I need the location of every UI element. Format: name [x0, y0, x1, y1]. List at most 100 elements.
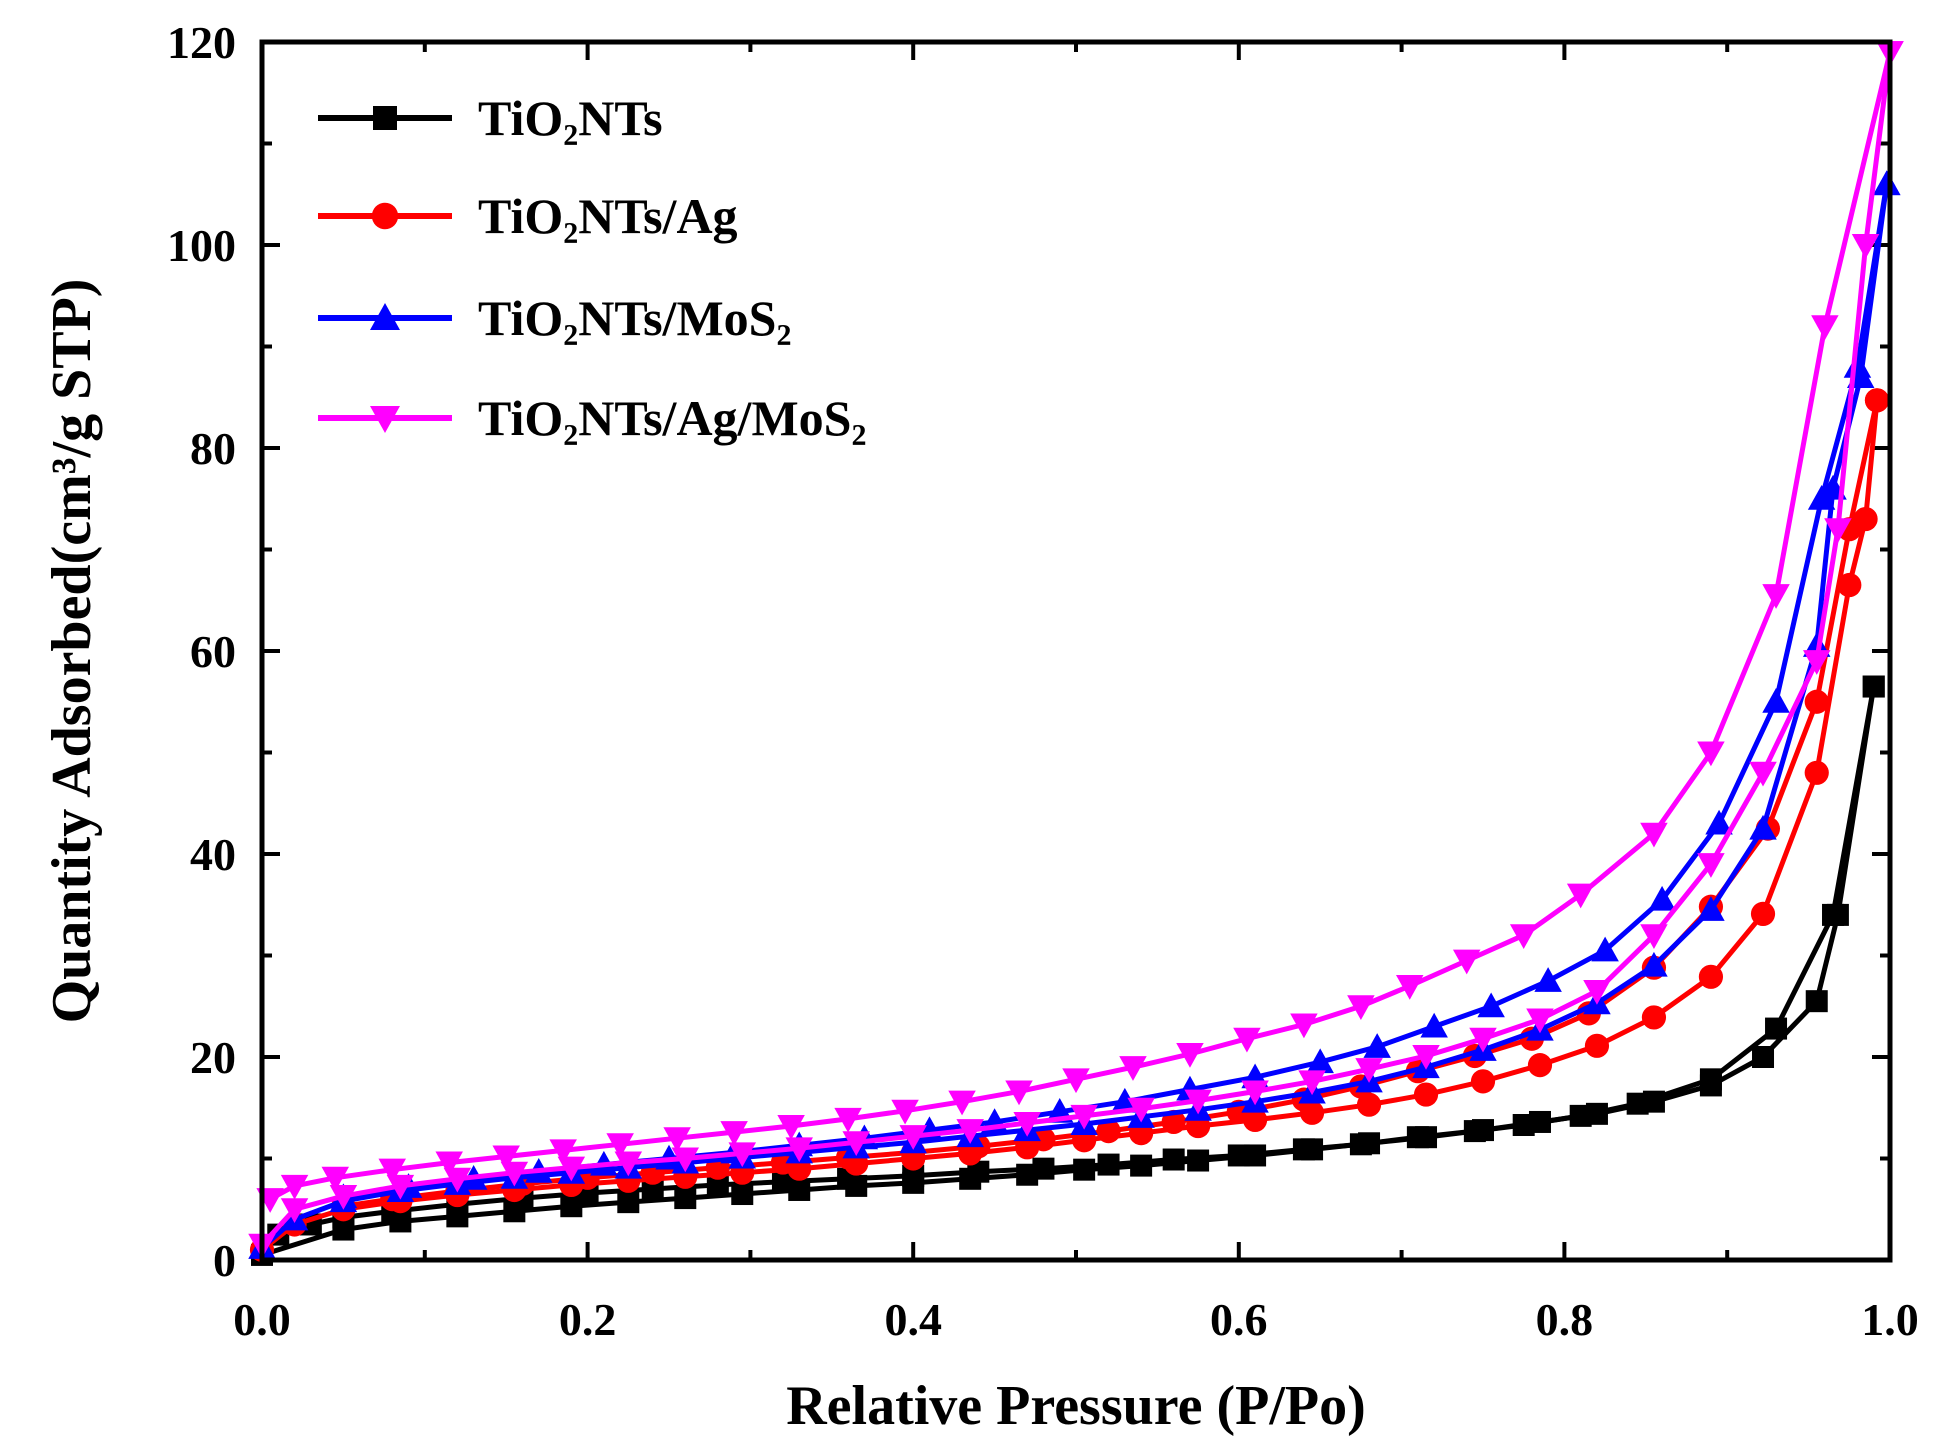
legend-label: TiO₂NTs: [478, 90, 663, 146]
legend-entry: TiO₂NTs: [318, 90, 663, 146]
y-tick-label: 40: [190, 829, 236, 880]
square-marker: [1752, 1046, 1775, 1068]
triangle-down-marker: [1452, 949, 1481, 975]
triangle-down-marker: [1749, 761, 1777, 787]
circle-marker: [1698, 964, 1724, 989]
triangle-down-marker: [378, 1158, 406, 1184]
triangle-down-marker: [1241, 1080, 1269, 1106]
triangle-down-marker: [948, 1090, 976, 1116]
square-marker: [1073, 1158, 1096, 1181]
legend-entry: TiO₂NTs/MoS₂: [318, 290, 791, 346]
triangle-down-marker: [1013, 1111, 1041, 1137]
triangle-down-marker: [1697, 853, 1725, 878]
series-layer: [248, 41, 1904, 1266]
circle-marker: [1527, 1053, 1553, 1078]
triangle-down-marker: [1802, 650, 1831, 675]
circle-marker: [1804, 689, 1829, 714]
triangle-up-marker: [1749, 814, 1777, 840]
legend-label: TiO₂NTs/MoS₂: [478, 290, 791, 346]
x-tick-label: 0.6: [1210, 1294, 1268, 1345]
circle-marker: [1413, 1082, 1439, 1107]
triangle-down-marker: [1005, 1080, 1033, 1106]
triangle-down-marker: [728, 1142, 757, 1168]
axis-tick-labels: 0.0 0.2 0.4 0.6 0.8 1.0 0 20 40 60 80 100 120: [167, 17, 1919, 1345]
y-tick-label: 120: [167, 17, 236, 68]
triangle-down-marker: [785, 1137, 813, 1163]
triangle-up-marker: [1648, 885, 1676, 911]
square-marker: [1162, 1148, 1185, 1171]
circle-marker: [371, 202, 399, 230]
triangle-down-marker: [720, 1121, 748, 1146]
circle-marker: [1031, 1127, 1056, 1152]
triangle-down-marker: [492, 1145, 520, 1171]
triangle-up-marker: [1843, 353, 1872, 378]
triangle-down-marker: [842, 1131, 870, 1157]
x-axis-title: Relative Pressure (P/Po): [786, 1375, 1366, 1437]
triangle-down-marker: [557, 1156, 586, 1182]
square-marker: [1292, 1138, 1315, 1161]
square-marker: [674, 1187, 697, 1210]
circle-marker: [1356, 1092, 1382, 1117]
x-tick-label: 1.0: [1861, 1294, 1919, 1345]
triangle-down-marker: [1697, 741, 1725, 767]
triangle-down-marker: [891, 1099, 919, 1125]
triangle-up-marker: [1477, 992, 1505, 1018]
series-group: [248, 41, 1904, 1259]
x-tick-label: 0.8: [1536, 1294, 1594, 1345]
triangle-down-marker: [1811, 315, 1839, 340]
y-tick-label: 0: [213, 1235, 236, 1286]
triangle-down-marker: [329, 1185, 358, 1210]
square-marker: [1512, 1114, 1535, 1137]
legend-label: TiO₂NTs/Ag: [478, 188, 738, 244]
triangle-up-marker: [370, 303, 400, 330]
square-marker: [1187, 1149, 1210, 1172]
circle-marker: [1470, 1069, 1496, 1094]
triangle-down-marker: [1824, 518, 1852, 543]
x-tick-label: 0.4: [884, 1294, 942, 1345]
triangle-down-marker: [1395, 974, 1424, 1000]
triangle-down-marker: [1298, 1070, 1326, 1096]
square-marker: [706, 1173, 729, 1196]
y-tick-label: 100: [167, 220, 236, 271]
triangle-down-marker: [1233, 1027, 1261, 1053]
square-marker: [967, 1160, 990, 1183]
circle-marker: [1837, 572, 1862, 598]
triangle-up-marker: [1306, 1048, 1334, 1074]
square-marker: [1032, 1157, 1055, 1180]
triangle-down-marker: [663, 1127, 691, 1152]
triangle-down-marker: [435, 1151, 463, 1177]
y-tick-label: 60: [190, 626, 236, 677]
square-marker: [902, 1164, 925, 1187]
legend-entry: TiO₂NTs/Ag/MoS₂: [318, 390, 866, 446]
triangle-down-marker: [1127, 1097, 1155, 1123]
y-tick-label: 80: [190, 423, 236, 474]
x-tick-label: 0.0: [233, 1294, 291, 1345]
triangle-up-marker: [1640, 951, 1668, 977]
square-marker: [1227, 1144, 1250, 1167]
triangle-up-marker: [1591, 936, 1619, 962]
circle-marker: [1641, 1005, 1667, 1030]
square-marker: [1349, 1133, 1372, 1156]
square-marker: [1699, 1068, 1722, 1091]
triangle-down-marker: [671, 1147, 700, 1173]
circle-marker: [1096, 1118, 1121, 1144]
triangle-down-marker: [1566, 883, 1595, 909]
triangle-up-marker: [1111, 1087, 1139, 1113]
legend-label: TiO₂NTs/Ag/MoS₂: [478, 390, 866, 446]
triangle-down-marker: [614, 1151, 643, 1177]
square-marker: [731, 1183, 754, 1206]
triangle-down-marker: [777, 1115, 805, 1140]
square-marker: [1626, 1092, 1649, 1115]
triangle-down-marker: [606, 1133, 634, 1159]
circle-marker: [1864, 388, 1890, 413]
square-marker: [617, 1191, 640, 1214]
triangle-down-marker: [1062, 1068, 1090, 1094]
triangle-down-marker: [280, 1174, 309, 1200]
circle-marker: [1584, 1033, 1610, 1058]
triangle-up-marker: [1807, 485, 1836, 510]
plot-frame: [259, 39, 1893, 1263]
legend: TiO₂NTs TiO₂NTs/Ag TiO₂NTs/MoS₂ TiO₂NTs/Ag/…: [318, 90, 866, 446]
triangle-down-marker: [899, 1125, 927, 1150]
y-axis-title: Quantity Adsorbed(cm³/g STP): [41, 279, 103, 1024]
